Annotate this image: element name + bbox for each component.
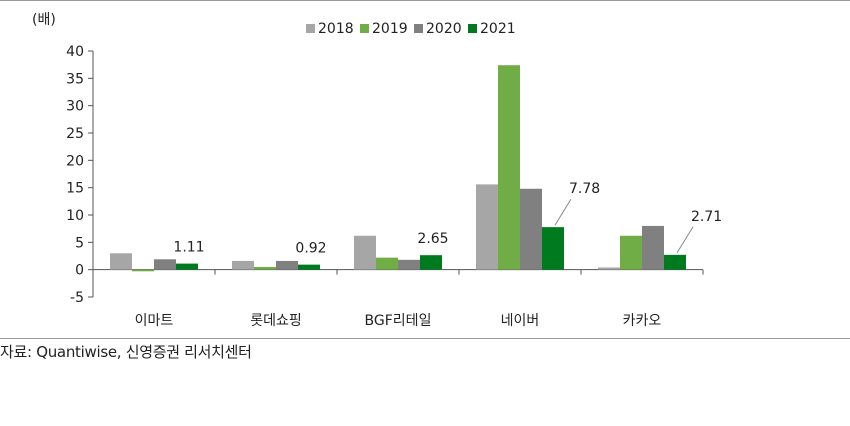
bar-2020-4	[642, 225, 664, 270]
y-tick-label: 5	[75, 235, 84, 251]
y-tick-label: -5	[70, 290, 84, 306]
x-tick-label: 네이버	[501, 313, 540, 329]
bar-2018-3	[476, 184, 498, 270]
data-label: 0.92	[295, 241, 326, 257]
bar-2019-0	[132, 269, 154, 272]
bar-2021-4	[664, 254, 686, 270]
bar-2021-0	[176, 263, 198, 270]
source-note: 자료: Quantiwise, 신영증권 리서치센터	[0, 343, 252, 361]
legend-swatch-2021	[468, 24, 477, 33]
bar-chart: -5 0 5 10 15 20 25 30 35 40 (배) 이마트 롯데쇼핑 BGF리테일 네이버 카카오…	[32, 12, 722, 329]
y-tick-label: 20	[66, 153, 84, 169]
bottom-rule	[0, 338, 850, 339]
x-tick-label: 카카오	[623, 313, 662, 329]
data-label-leader	[676, 226, 694, 254]
bar-2018-4	[598, 267, 620, 270]
data-label: 7.78	[569, 181, 600, 197]
legend-label: 2021	[480, 21, 516, 37]
bar-2020-3	[520, 188, 542, 270]
bar-2020-2	[398, 259, 420, 270]
top-rule	[0, 0, 850, 1]
y-tick-label: 30	[66, 99, 84, 115]
x-tick-label: 롯데쇼핑	[250, 313, 302, 329]
y-axis-label: (배)	[32, 12, 56, 28]
y-tick-label: 10	[66, 208, 84, 224]
data-label: 2.65	[417, 231, 448, 247]
y-tick-label: 35	[66, 71, 84, 87]
bar-2019-4	[620, 235, 642, 270]
legend-swatch-2018	[306, 24, 315, 33]
x-tick-label: 이마트	[135, 313, 174, 329]
bar-2021-2	[420, 255, 442, 270]
legend-label: 2020	[426, 21, 462, 37]
y-tick-label: 25	[66, 126, 84, 142]
data-label: 1.11	[173, 240, 204, 256]
legend-label: 2018	[318, 21, 354, 37]
bar-2020-0	[154, 259, 176, 270]
y-tick-label: 15	[66, 181, 84, 197]
y-tick-label: 40	[66, 44, 84, 60]
legend-label: 2019	[372, 21, 408, 37]
legend-swatch-2019	[360, 24, 369, 33]
bar-2021-1	[298, 264, 320, 270]
bar-2021-3	[542, 227, 564, 270]
data-label-leader	[554, 198, 572, 226]
data-label: 2.71	[691, 209, 722, 225]
bar-2018-0	[110, 253, 132, 270]
bar-2018-2	[354, 235, 376, 270]
bar-2019-1	[254, 266, 276, 270]
x-tick-label: BGF리테일	[365, 313, 432, 329]
legend-swatch-2020	[414, 24, 423, 33]
bar-2019-3	[498, 65, 520, 270]
y-tick-label: 0	[75, 263, 84, 279]
bar-2020-1	[276, 260, 298, 270]
bar-2019-2	[376, 257, 398, 270]
bar-2018-1	[232, 260, 254, 270]
